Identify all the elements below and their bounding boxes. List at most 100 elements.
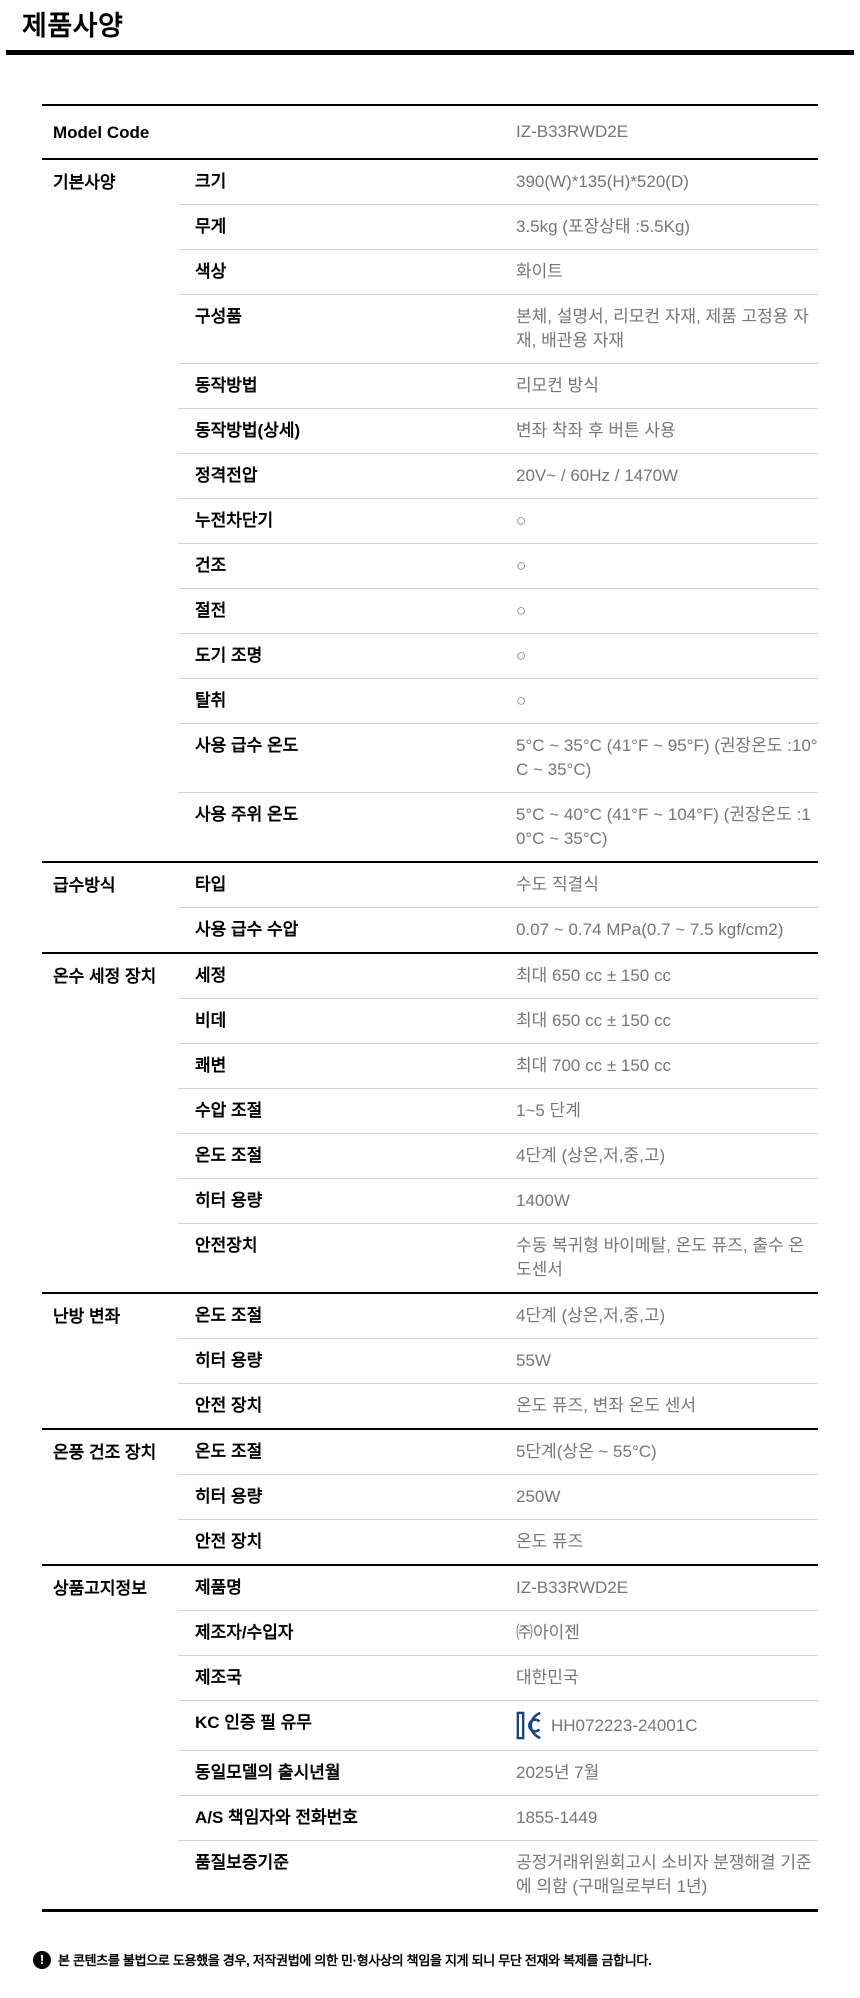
row-label: 온도 조절 <box>195 1442 263 1461</box>
table-row: 사용 급수 온도 5°C ~ 35°C (41°F ~ 95°F) (권장온도 :… <box>178 723 818 792</box>
row-label: A/S 책임자와 전화번호 <box>195 1808 358 1827</box>
table-row: A/S 책임자와 전화번호 1855-1449 <box>178 1795 818 1840</box>
table-row: 구성품 본체, 설명서, 리모컨 자재, 제품 고정용 자재, 배관용 자재 <box>178 294 818 363</box>
table-row: 절전 ○ <box>178 588 818 633</box>
row-label: 쾌변 <box>195 1056 227 1075</box>
table-row: 안전 장치 온도 퓨즈, 변좌 온도 센서 <box>178 1383 818 1428</box>
row-label: 온도 조절 <box>195 1306 263 1325</box>
row-value: 3.5kg (포장상태 :5.5Kg) <box>516 215 818 239</box>
table-row: 히터 용량 250W <box>178 1474 818 1519</box>
table-row: 비데 최대 650 cc ± 150 cc <box>178 998 818 1043</box>
row-label: KC 인증 필 유무 <box>195 1713 312 1732</box>
row-value-text: 5°C ~ 40°C (41°F ~ 104°F) (권장온도 :10°C ~ … <box>516 805 811 848</box>
row-label: 품질보증기준 <box>195 1853 289 1872</box>
kc-certification-mark-icon <box>516 1711 541 1740</box>
row-value: 5단계(상온 ~ 55°C) <box>516 1440 818 1464</box>
row-value-text: 온도 퓨즈 <box>516 1532 584 1551</box>
row-label: 크기 <box>195 172 227 191</box>
group-rows: 크기 390(W)*135(H)*520(D) 무게 3.5kg (포장상태 :5.5… <box>178 160 818 861</box>
row-label: 무게 <box>195 217 227 236</box>
row-value: IZ-B33RWD2E <box>516 1576 818 1600</box>
row-value-text: 변좌 착좌 후 버튼 사용 <box>516 421 676 440</box>
row-value-text: 화이트 <box>516 262 563 281</box>
group-label: 상품고지정보 <box>53 1579 147 1598</box>
group-rows: 세정 최대 650 cc ± 150 cc 비데 최대 650 cc ± 150 cc… <box>178 954 818 1292</box>
table-row: 누전차단기 ○ <box>178 498 818 543</box>
row-label: 동작방법(상세) <box>195 421 301 440</box>
table-row: 세정 최대 650 cc ± 150 cc <box>178 954 818 998</box>
spec-group: 온수 세정 장치 세정 최대 650 cc ± 150 cc 비데 최대 650 cc … <box>42 954 818 1294</box>
row-value-text: 0.07 ~ 0.74 MPa(0.7 ~ 7.5 kgf/cm2) <box>516 920 784 939</box>
group-rows: 온도 조절 5단계(상온 ~ 55°C) 히터 용량 250W 안전 장치 온도 퓨즈 <box>178 1430 818 1564</box>
row-value: 화이트 <box>516 260 818 284</box>
row-value: 55W <box>516 1349 818 1373</box>
row-value-text: 2025년 7월 <box>516 1763 600 1782</box>
row-value: ○ <box>516 554 818 578</box>
table-row: 사용 주위 온도 5°C ~ 40°C (41°F ~ 104°F) (권장온도 … <box>178 792 818 861</box>
row-label: 도기 조명 <box>195 646 263 665</box>
title-underline-rule <box>6 50 854 55</box>
row-label: 히터 용량 <box>195 1191 263 1210</box>
spec-table: Model Code IZ-B33RWD2E 기본사양 크기 390(W)*135(… <box>42 104 818 1912</box>
table-row: 건조 ○ <box>178 543 818 588</box>
row-value: 온도 퓨즈, 변좌 온도 센서 <box>516 1394 818 1418</box>
row-value: 4단계 (상온,저,중,고) <box>516 1144 818 1168</box>
table-row: 타입 수도 직결식 <box>178 863 818 907</box>
row-value: 변좌 착좌 후 버튼 사용 <box>516 419 818 443</box>
table-row: 무게 3.5kg (포장상태 :5.5Kg) <box>178 204 818 249</box>
row-label: 수압 조절 <box>195 1101 263 1120</box>
model-code-label: Model Code <box>53 122 150 142</box>
row-value: 5°C ~ 35°C (41°F ~ 95°F) (권장온도 :10°C ~ 3… <box>516 734 818 782</box>
row-value-text: 최대 650 cc ± 150 cc <box>516 1011 671 1030</box>
row-value: 0.07 ~ 0.74 MPa(0.7 ~ 7.5 kgf/cm2) <box>516 918 818 942</box>
row-label: 탈취 <box>195 691 227 710</box>
row-value-text: 250W <box>516 1487 561 1506</box>
group-rows: 제품명 IZ-B33RWD2E 제조자/수입자 ㈜아이젠 제조국 대한민국 KC 인증 필 … <box>178 1566 818 1909</box>
table-row: 온도 조절 4단계 (상온,저,중,고) <box>178 1133 818 1178</box>
row-label: 건조 <box>195 556 227 575</box>
table-row: 제조자/수입자 ㈜아이젠 <box>178 1610 818 1655</box>
row-value-text: 4단계 (상온,저,중,고) <box>516 1146 666 1165</box>
row-value-text: 본체, 설명서, 리모컨 자재, 제품 고정용 자재, 배관용 자재 <box>516 307 809 350</box>
row-label: 사용 급수 온도 <box>195 736 299 755</box>
row-label: 안전장치 <box>195 1236 258 1255</box>
row-label: 사용 급수 수압 <box>195 920 299 939</box>
table-row: 동작방법 리모컨 방식 <box>178 363 818 408</box>
row-value: 5°C ~ 40°C (41°F ~ 104°F) (권장온도 :10°C ~ … <box>516 803 818 851</box>
exclamation-circle-icon: ! <box>33 1950 51 1969</box>
row-value-text: 3.5kg (포장상태 :5.5Kg) <box>516 217 691 236</box>
row-value: HH072223-24001C <box>516 1711 818 1740</box>
row-label: 온도 조절 <box>195 1146 263 1165</box>
row-label: 안전 장치 <box>195 1396 263 1415</box>
row-value-text: ㈜아이젠 <box>516 1623 580 1642</box>
table-row: 품질보증기준 공정거래위원회고시 소비자 분쟁해결 기준에 의함 (구매일로부터 … <box>178 1840 818 1909</box>
row-value: 250W <box>516 1485 818 1509</box>
row-value: ○ <box>516 599 818 623</box>
table-row: 온도 조절 4단계 (상온,저,중,고) <box>178 1294 818 1338</box>
row-value-text: 공정거래위원회고시 소비자 분쟁해결 기준에 의함 (구매일로부터 1년) <box>516 1853 812 1896</box>
row-value-text: 온도 퓨즈, 변좌 온도 센서 <box>516 1396 697 1415</box>
row-value-text: 수동 복귀형 바이메탈, 온도 퓨즈, 출수 온도센서 <box>516 1236 805 1279</box>
group-label: 온풍 건조 장치 <box>53 1443 157 1462</box>
spec-group: 온풍 건조 장치 온도 조절 5단계(상온 ~ 55°C) 히터 용량 250W 안전 장… <box>42 1430 818 1566</box>
spec-groups: 기본사양 크기 390(W)*135(H)*520(D) 무게 3.5kg (포장상태 … <box>42 160 818 1912</box>
row-label: 제품명 <box>195 1578 242 1597</box>
row-value: ○ <box>516 509 818 533</box>
row-value: 본체, 설명서, 리모컨 자재, 제품 고정용 자재, 배관용 자재 <box>516 305 818 353</box>
table-row: 제조국 대한민국 <box>178 1655 818 1700</box>
row-value-text: 리모컨 방식 <box>516 376 599 395</box>
group-label: 기본사양 <box>53 173 116 192</box>
spec-group: 급수방식 타입 수도 직결식 사용 급수 수압 0.07 ~ 0.74 MPa(0.7 … <box>42 863 818 954</box>
table-row: KC 인증 필 유무 HH072223-24001C <box>178 1700 818 1750</box>
row-value: 대한민국 <box>516 1666 818 1690</box>
row-value-text: 수도 직결식 <box>516 875 599 894</box>
table-row: 제품명 IZ-B33RWD2E <box>178 1566 818 1610</box>
row-value-text: ○ <box>516 646 527 665</box>
row-value-text: ○ <box>516 556 527 575</box>
table-row: 온도 조절 5단계(상온 ~ 55°C) <box>178 1430 818 1474</box>
row-value-text: 20V~ / 60Hz / 1470W <box>516 466 679 485</box>
table-row: 도기 조명 ○ <box>178 633 818 678</box>
row-value: 4단계 (상온,저,중,고) <box>516 1304 818 1328</box>
row-value-text: ○ <box>516 691 527 710</box>
row-value-text: 1~5 단계 <box>516 1101 581 1120</box>
